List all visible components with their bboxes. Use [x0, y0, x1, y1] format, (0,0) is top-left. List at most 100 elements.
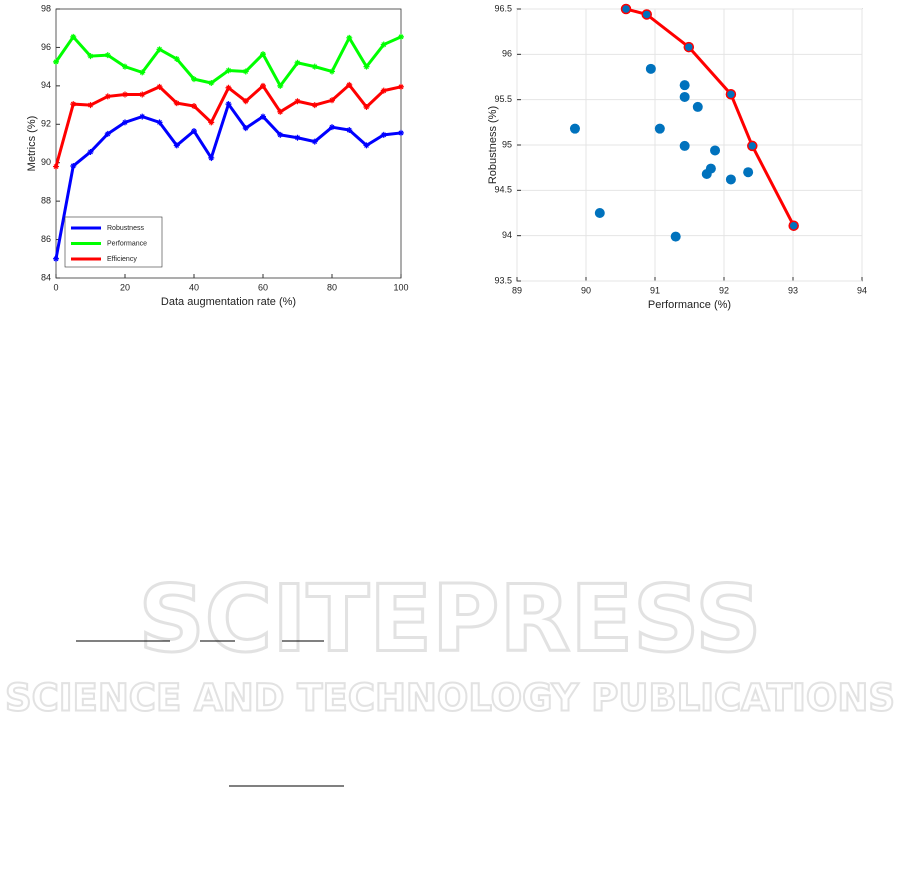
- marker: [242, 68, 249, 75]
- marker: [311, 63, 318, 70]
- y-tick-label: 96: [502, 49, 512, 59]
- y-tick-label: 84: [41, 272, 51, 282]
- marker: [191, 103, 197, 110]
- marker: [294, 134, 301, 141]
- point: [654, 123, 665, 134]
- point: [743, 167, 754, 178]
- y-tick-label: 92: [41, 119, 51, 129]
- point: [679, 91, 690, 102]
- marker: [139, 91, 146, 98]
- marker: [294, 98, 301, 105]
- x-tick-label: 91: [650, 285, 660, 295]
- marker: [122, 91, 128, 98]
- marker: [363, 142, 370, 149]
- marker: [70, 162, 77, 169]
- x-tick-label: 92: [719, 285, 729, 295]
- y-tick-label: 93.5: [494, 275, 512, 285]
- x-axis-label: Performance (%): [648, 299, 731, 311]
- front-point: [641, 9, 652, 20]
- marker: [242, 98, 249, 105]
- marker: [380, 87, 387, 94]
- front-point: [683, 41, 695, 53]
- watermark-title: SCITEPRESS: [138, 565, 761, 672]
- x-tick-label: 89: [512, 285, 522, 295]
- marker: [156, 46, 163, 53]
- y-tick-label: 94: [41, 80, 51, 90]
- marker: [225, 67, 232, 74]
- marker: [208, 154, 215, 161]
- x-axis-label: Data augmentation rate (%): [161, 296, 296, 308]
- x-tick-label: 80: [327, 282, 337, 292]
- marker: [225, 101, 232, 108]
- marker: [104, 130, 111, 137]
- marker: [87, 53, 94, 60]
- marker: [208, 119, 215, 126]
- marker: [346, 127, 353, 134]
- marker: [294, 59, 301, 66]
- marker: [398, 33, 404, 40]
- marker: [87, 102, 94, 109]
- marker: [329, 124, 335, 131]
- y-tick-label: 95: [502, 139, 512, 149]
- marker: [53, 255, 59, 262]
- x-tick-label: 60: [258, 282, 268, 292]
- marker: [208, 79, 215, 86]
- marker: [104, 52, 111, 59]
- point: [679, 140, 690, 151]
- point: [692, 101, 703, 112]
- y-tick-label: 94: [502, 230, 512, 240]
- marker: [173, 55, 180, 62]
- marker: [139, 69, 146, 76]
- point: [569, 123, 580, 134]
- marker: [329, 97, 335, 104]
- point: [670, 231, 681, 242]
- marker: [53, 58, 59, 65]
- marker: [173, 100, 180, 107]
- marker: [70, 101, 77, 108]
- marker: [277, 82, 284, 89]
- marker: [87, 148, 94, 155]
- front-point: [747, 140, 758, 152]
- point: [710, 145, 721, 156]
- marker: [156, 83, 163, 90]
- marker: [346, 34, 353, 41]
- marker: [329, 68, 335, 75]
- y-tick-label: 94.5: [494, 185, 512, 195]
- marker: [104, 93, 111, 100]
- marker: [242, 125, 249, 132]
- marker: [122, 119, 128, 126]
- marker: [191, 76, 197, 83]
- y-tick-label: 98: [41, 3, 51, 13]
- x-tick-label: 100: [393, 282, 408, 292]
- y-tick-label: 95.5: [494, 94, 512, 104]
- point: [701, 169, 712, 180]
- marker: [363, 63, 370, 70]
- x-tick-label: 90: [581, 285, 591, 295]
- marker: [156, 119, 163, 126]
- marker: [122, 63, 128, 70]
- y-tick-label: 90: [41, 157, 51, 167]
- point: [594, 208, 605, 218]
- marker: [139, 113, 146, 120]
- marker: [346, 81, 353, 88]
- marker: [191, 128, 197, 135]
- y-tick-label: 86: [41, 234, 51, 244]
- legend-label: Performance: [107, 240, 147, 247]
- marker: [260, 51, 266, 58]
- point: [679, 80, 690, 91]
- y-tick-label: 96: [41, 42, 51, 52]
- legend-label: Robustness: [107, 225, 144, 232]
- marker: [173, 142, 180, 149]
- marker: [277, 108, 284, 115]
- point: [645, 63, 656, 74]
- x-tick-label: 20: [120, 282, 130, 292]
- marker: [398, 129, 404, 136]
- marker: [398, 83, 404, 90]
- marker: [311, 138, 318, 145]
- front-point: [725, 88, 737, 100]
- x-tick-label: 0: [53, 282, 58, 292]
- point: [725, 174, 736, 185]
- marker: [363, 103, 370, 110]
- marker: [260, 82, 266, 89]
